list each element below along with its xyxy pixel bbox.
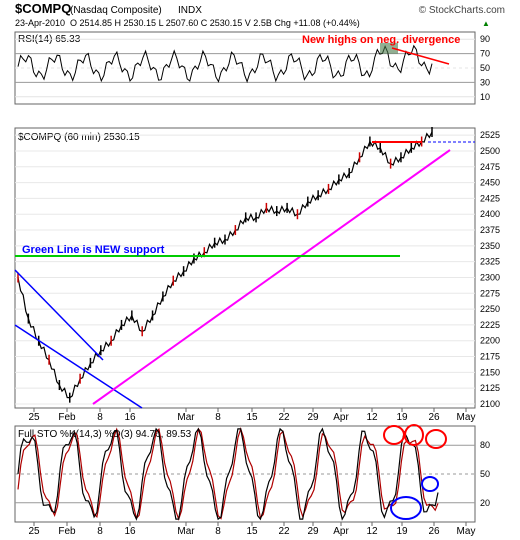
- channel-upper-line: [14, 269, 104, 361]
- symbol: $COMPQ: [15, 1, 71, 16]
- price-tick-label: 2475: [480, 162, 500, 172]
- price-tick-label: 2300: [480, 272, 500, 282]
- x-tick-label: 8: [215, 526, 221, 537]
- x-tick-label: Mar: [177, 412, 195, 423]
- price-tick-label: 2275: [480, 288, 500, 298]
- uptrend-line: [92, 149, 451, 405]
- price-tick-label: 2500: [480, 146, 500, 156]
- x-tick-label: May: [457, 412, 476, 423]
- price-tick-label: 2250: [480, 304, 500, 314]
- x-tick-label: 12: [366, 412, 378, 423]
- sto-tick-label: 50: [480, 469, 490, 479]
- exchange: INDX: [178, 5, 202, 16]
- price-tick-label: 2150: [480, 367, 500, 377]
- sto-circle-blue-2: [421, 476, 439, 492]
- x-axis-price: 25 Feb 8 16 Mar 8 15 22 29 Apr 12 19 26 May: [28, 408, 475, 423]
- sto-d-line: [17, 426, 439, 521]
- rsi-tick-label: 90: [480, 34, 490, 44]
- company-name: (Nasdaq Composite): [70, 5, 162, 16]
- x-tick-label: 22: [278, 412, 290, 423]
- x-tick-label: 26: [428, 412, 440, 423]
- x-axis-sto: 25 Feb 8 16 Mar 8 15 22 29 Apr 12 19 26 May: [28, 522, 475, 537]
- x-tick-label: 19: [396, 412, 408, 423]
- sto-circle-blue-1: [390, 496, 422, 520]
- x-tick-label: 12: [366, 526, 378, 537]
- support-annotation: Green Line is NEW support: [22, 244, 165, 256]
- sto-tick-label: 20: [480, 498, 490, 508]
- x-tick-label: 16: [124, 412, 136, 423]
- x-tick-label: 22: [278, 526, 290, 537]
- sto-series: [17, 426, 439, 521]
- price-series: [17, 127, 433, 403]
- sto-tick-label: 80: [480, 440, 490, 450]
- price-label: $COMPQ (60 min) 2530.15: [18, 132, 140, 143]
- x-tick-label: Feb: [58, 412, 76, 423]
- price-tick-label: 2325: [480, 257, 500, 267]
- date: 23-Apr-2010: [15, 18, 65, 28]
- x-tick-label: 29: [307, 412, 319, 423]
- sto-circle-red-2: [404, 424, 424, 446]
- rsi-series: [17, 42, 433, 84]
- rsi-tick-label: 30: [480, 77, 490, 87]
- x-tick-label: Apr: [333, 526, 349, 537]
- x-tick-label: 8: [215, 412, 221, 423]
- x-tick-label: 15: [246, 526, 258, 537]
- sto-k-line: [17, 427, 439, 521]
- price-tick-label: 2375: [480, 225, 500, 235]
- x-tick-label: May: [457, 526, 476, 537]
- channel-lower-line: [14, 324, 143, 409]
- rsi-divergence-line: [391, 47, 450, 65]
- rsi-tick-label: 70: [480, 49, 490, 59]
- price-tick-label: 2450: [480, 178, 500, 188]
- x-tick-label: 26: [428, 526, 440, 537]
- price-tick-label: 2425: [480, 193, 500, 203]
- x-tick-label: Apr: [333, 412, 349, 423]
- source: © StockCharts.com: [419, 5, 505, 16]
- quote-arrow: ▲: [482, 19, 490, 28]
- price-tick-label: 2100: [480, 399, 500, 409]
- price-tick-label: 2225: [480, 320, 500, 330]
- sto-circle-red-3: [425, 429, 447, 449]
- x-tick-label: 8: [97, 412, 103, 423]
- price-tick-label: 2350: [480, 241, 500, 251]
- price-axis: 2525 2500 2475 2450 2425 2400 2375 2350 2325 2300…: [15, 130, 500, 409]
- quote: O 2514.85 H 2530.15 L 2507.60 C 2530.15 …: [70, 18, 360, 28]
- x-tick-label: 16: [124, 526, 136, 537]
- x-tick-label: 15: [246, 412, 258, 423]
- price-panel: [14, 127, 476, 409]
- divergence-annotation: New highs on neg. divergence: [302, 34, 460, 46]
- x-tick-label: Feb: [58, 526, 76, 537]
- price-tick-label: 2200: [480, 336, 500, 346]
- price-tick-label: 2525: [480, 130, 500, 140]
- sto-label: Full STO %K(14,3) %D(3) 94.76, 89.53: [18, 429, 192, 440]
- x-tick-label: 25: [28, 526, 40, 537]
- price-tick-label: 2175: [480, 352, 500, 362]
- price-tick-label: 2400: [480, 209, 500, 219]
- rsi-overbought-fill: [380, 42, 398, 54]
- price-tick-label: 2125: [480, 383, 500, 393]
- x-tick-label: Mar: [177, 526, 195, 537]
- rsi-line: [17, 44, 433, 84]
- rsi-tick-label: 50: [480, 63, 490, 73]
- x-tick-label: 19: [396, 526, 408, 537]
- x-tick-label: 29: [307, 526, 319, 537]
- x-tick-label: 8: [97, 526, 103, 537]
- rsi-axis: 90 70 50 30 10: [15, 34, 490, 102]
- x-tick-label: 25: [28, 412, 40, 423]
- rsi-tick-label: 10: [480, 92, 490, 102]
